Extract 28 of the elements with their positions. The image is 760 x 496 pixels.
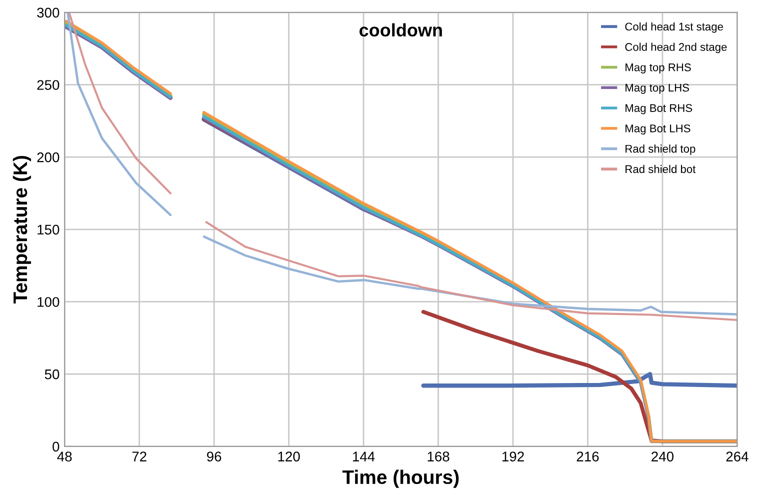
legend-label: Mag Bot RHS xyxy=(626,104,692,114)
x-tick-label: 120 xyxy=(278,452,300,462)
x-tick-label: 72 xyxy=(132,452,146,462)
legend-label: Mag Bot LHS xyxy=(626,124,690,135)
legend-label: Cold head 1st stage xyxy=(625,22,723,33)
x-tick-label: 240 xyxy=(652,452,674,462)
x-tick-label: 96 xyxy=(206,452,222,462)
y-axis-title: Temperature (K) xyxy=(12,156,32,304)
legend-label: Cold head 2nd stage xyxy=(625,42,727,54)
legend-label: Mag top LHS xyxy=(626,84,689,94)
y-tick-label: 0 xyxy=(52,442,60,452)
legend-label: Mag top RHS xyxy=(626,63,691,74)
chart-title: cooldown xyxy=(359,23,442,37)
x-tick-label: 192 xyxy=(502,452,524,462)
y-tick-label: 100 xyxy=(38,297,60,307)
y-tick-label: 150 xyxy=(38,224,60,235)
legend-label: Rad shield top xyxy=(626,144,696,155)
x-axis-title: Time (hours) xyxy=(342,470,459,488)
x-tick-label: 216 xyxy=(576,452,599,462)
y-tick-label: 50 xyxy=(44,369,60,380)
y-tick-label: 300 xyxy=(37,8,60,18)
y-tick-label: 200 xyxy=(37,152,60,162)
x-tick-label: 264 xyxy=(726,452,748,462)
legend-label: Rad shield bot xyxy=(626,164,696,174)
y-tick-label: 250 xyxy=(37,80,60,90)
x-tick-label: 48 xyxy=(57,452,72,462)
x-tick-label: 168 xyxy=(428,452,450,462)
x-tick-label: 144 xyxy=(353,452,375,462)
